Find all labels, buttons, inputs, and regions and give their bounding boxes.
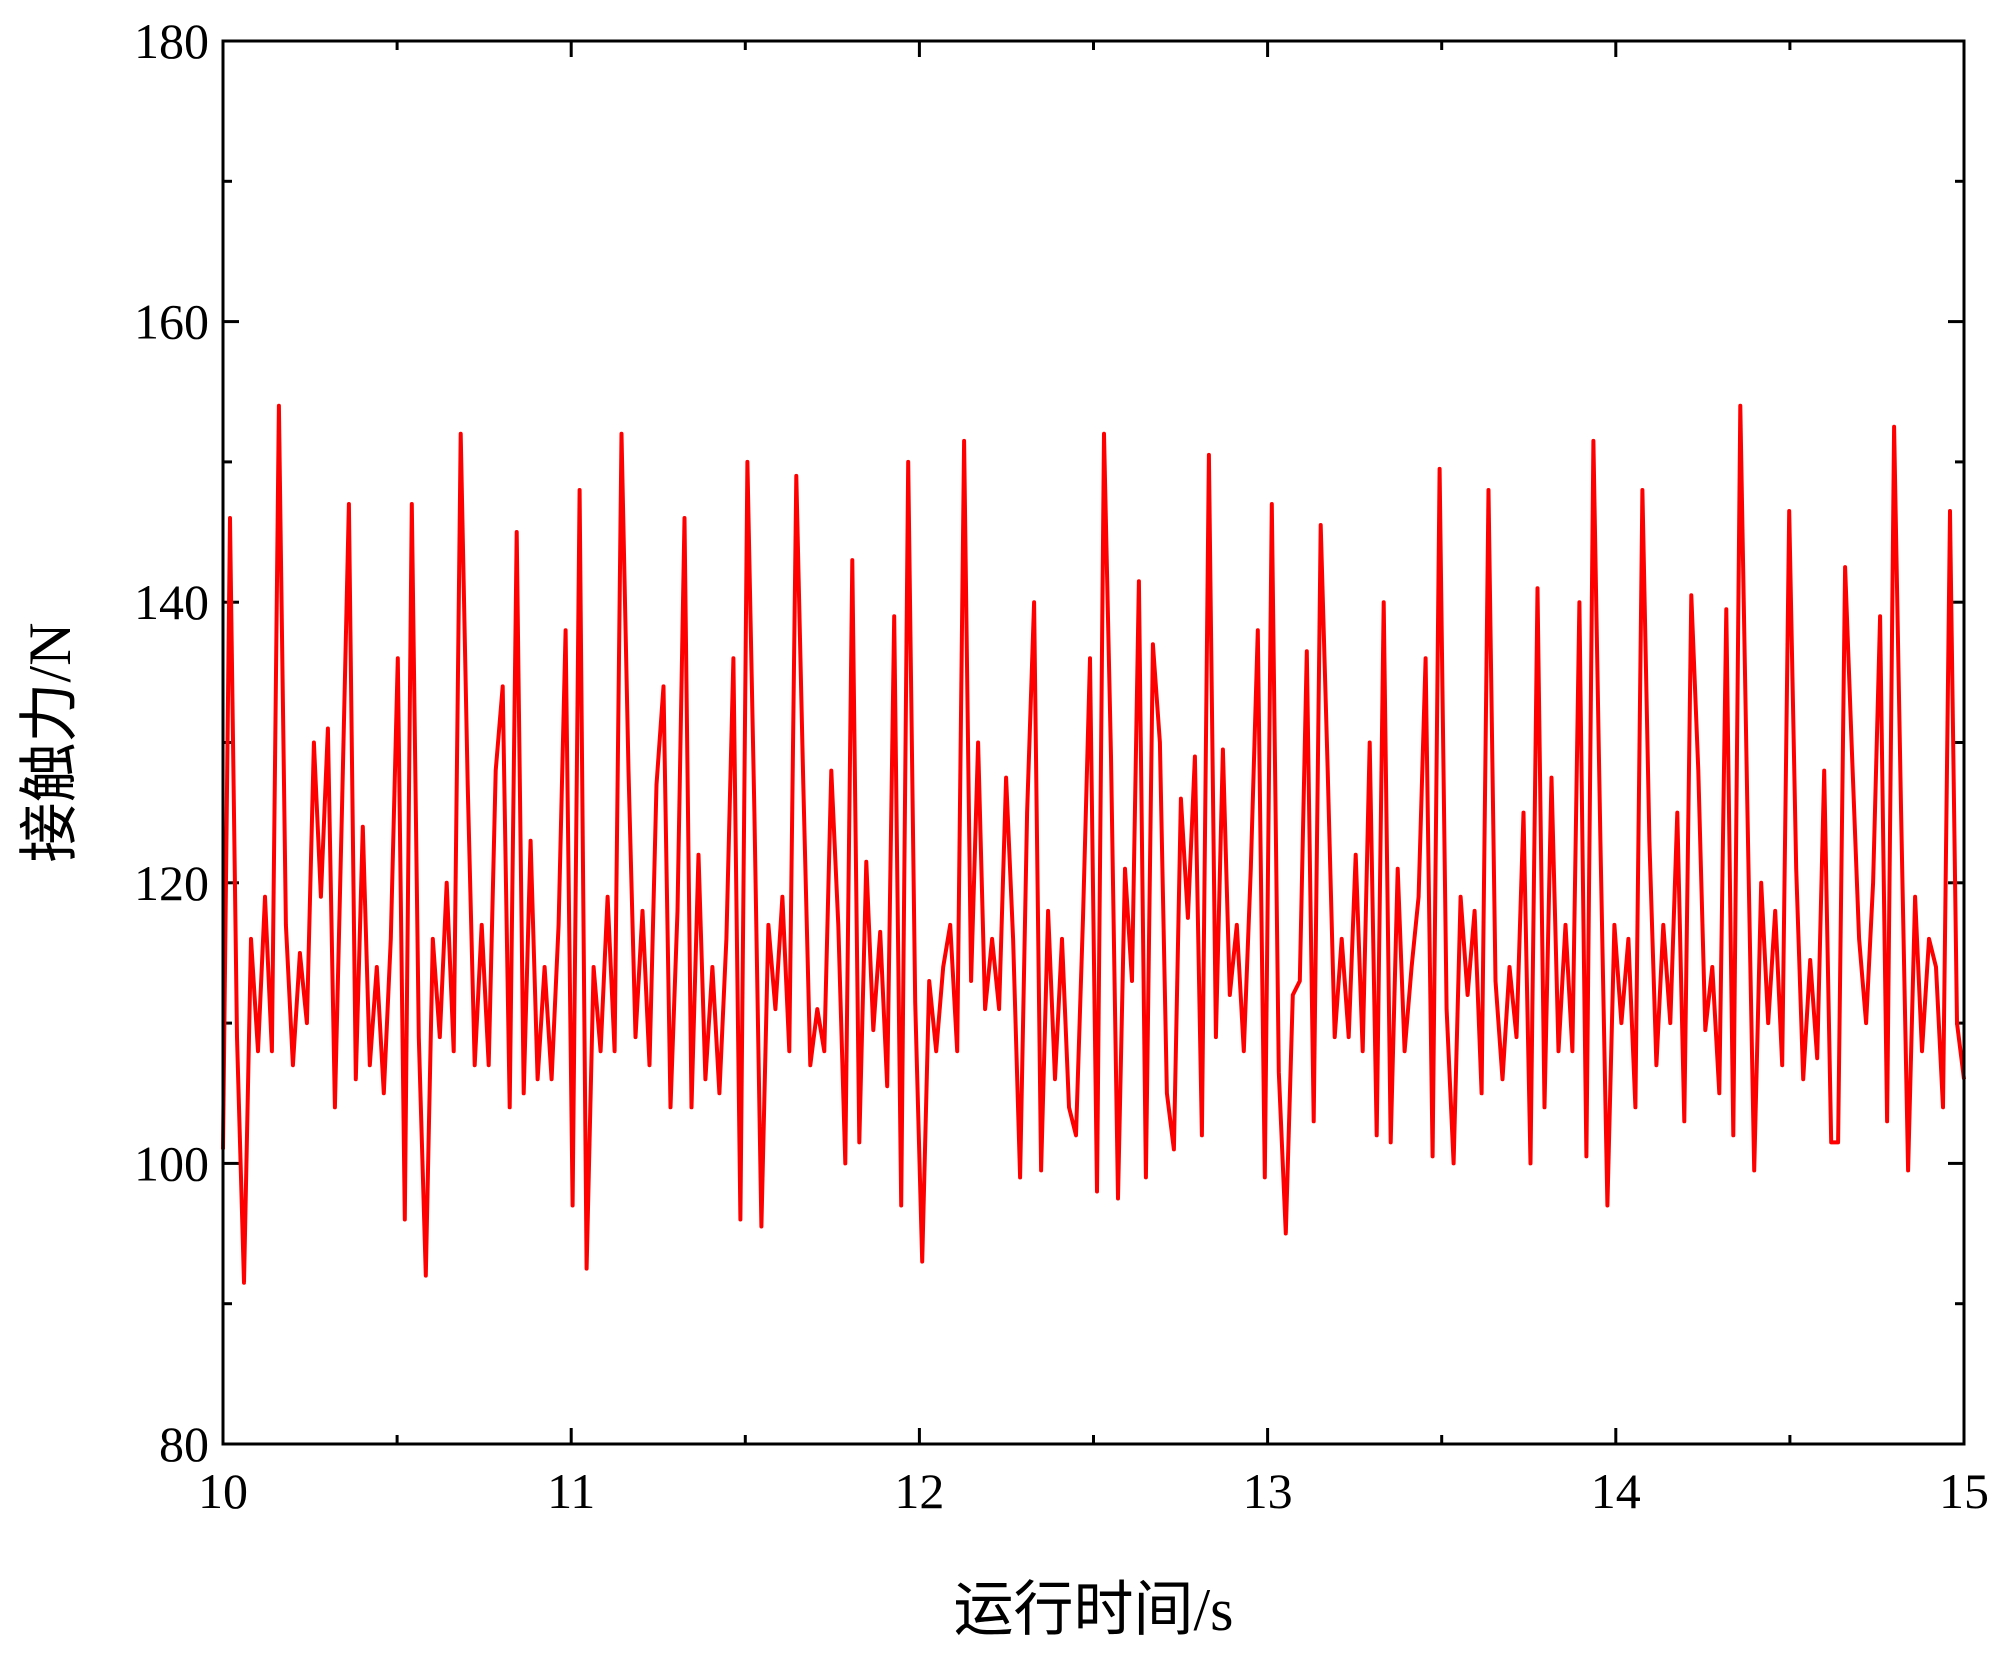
y-tick-label: 100 [134, 1135, 209, 1191]
y-tick-label: 120 [134, 855, 209, 911]
x-axis-label: 运行时间/s [953, 1577, 1233, 1643]
y-tick-label: 140 [134, 574, 209, 630]
y-tick-label: 160 [134, 294, 209, 350]
plot-frame [221, 39, 1966, 1446]
x-tick-label: 12 [894, 1463, 944, 1519]
x-tick-label: 14 [1591, 1463, 1641, 1519]
y-axis-label: 接触力/N [17, 623, 83, 863]
tick-labels: 10 11 12 13 14 15 80 100 120 140 160 180 [134, 13, 1989, 1519]
axis-ticks [221, 39, 1966, 1446]
y-tick-label: 180 [134, 13, 209, 69]
x-tick-label: 15 [1939, 1463, 1989, 1519]
series-line [221, 403, 1966, 1285]
x-tick-label: 11 [547, 1463, 595, 1519]
y-tick-label: 80 [159, 1416, 209, 1472]
x-tick-label: 13 [1243, 1463, 1293, 1519]
x-tick-label: 10 [198, 1463, 248, 1519]
